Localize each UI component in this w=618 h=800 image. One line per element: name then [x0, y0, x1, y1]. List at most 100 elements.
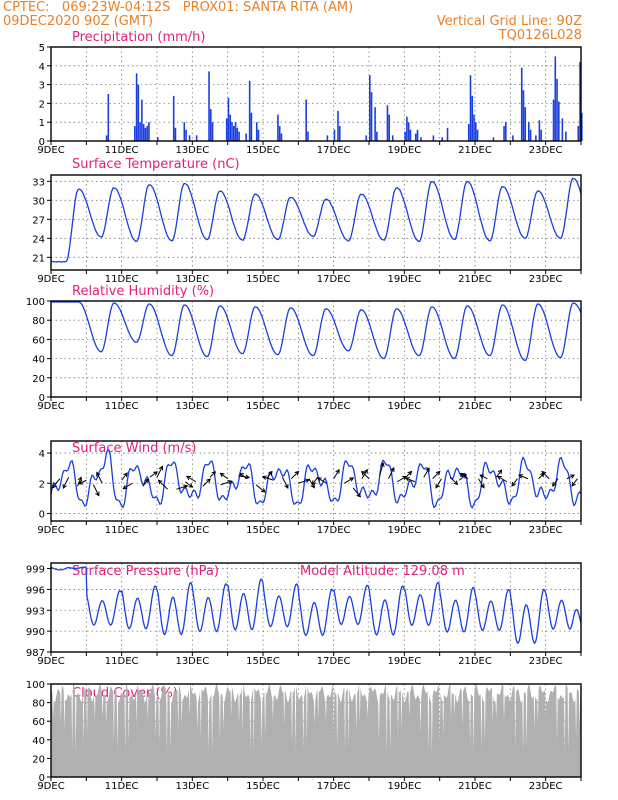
model-altitude-label: Model Altitude: 129.08 m [300, 564, 465, 579]
wind-arrow [176, 484, 189, 490]
precip-bar [337, 110, 339, 141]
y-tick-label: 996 [26, 585, 45, 596]
plot-frame [50, 683, 582, 778]
y-tick-label: 990 [26, 627, 45, 638]
y-tick-label: 80 [32, 699, 45, 710]
precip-bar [441, 137, 444, 141]
x-tick-label: 19DEC [387, 145, 421, 156]
wind-arrow [423, 467, 430, 478]
precip-bar [446, 127, 449, 141]
wind-arrow [518, 474, 529, 480]
x-tick-label: 11DEC [105, 401, 139, 412]
x-tick-label: 11DEC [105, 145, 139, 156]
header-date: 09DEC2020 90Z (GMT) [3, 14, 154, 29]
wind-arrow [511, 478, 518, 487]
wind-arrow [459, 472, 469, 480]
wind-arrow [209, 471, 217, 478]
x-tick-label: 9DEC [37, 401, 64, 412]
wind-arrow [255, 484, 266, 493]
y-tick-label: 0 [39, 137, 45, 148]
x-tick-label: 13DEC [175, 656, 209, 667]
wind-arrow [281, 477, 289, 489]
x-tick-label: 17DEC [317, 656, 351, 667]
precip-bar [579, 62, 581, 141]
precip-bar [524, 107, 527, 141]
x-tick-label: 17DEC [317, 781, 351, 792]
precip-bar [278, 125, 281, 141]
wind-arrow [142, 478, 149, 487]
x-tick-label: 19DEC [387, 656, 421, 667]
wind-arrow [541, 470, 550, 480]
precip-bar [561, 118, 564, 141]
x-tick-label: 15DEC [246, 145, 280, 156]
precip-bar [245, 133, 247, 141]
y-tick-label: 4 [39, 449, 45, 460]
y-tick-label: 33 [32, 177, 45, 188]
y-tick-label: 3 [39, 81, 45, 92]
precip-bar [248, 80, 251, 141]
panel-title: Surface Pressure (hPa) [72, 564, 219, 579]
precip-bar [473, 114, 475, 141]
precip-bar [238, 131, 240, 141]
precip-bar [558, 101, 560, 141]
x-tick-label: 13DEC [175, 274, 209, 285]
y-tick-label: 30 [32, 196, 45, 207]
precip-bar [232, 125, 235, 141]
x-tick-label: 23DEC [529, 145, 563, 156]
precip-bar [554, 56, 557, 141]
cloud-cover-area [51, 684, 581, 777]
precip-bar [225, 118, 228, 141]
precip-bar [469, 75, 472, 141]
precip-bar [556, 78, 558, 141]
precip-bar [210, 109, 212, 141]
wind-arrow [156, 465, 164, 478]
wind-arrow [219, 472, 228, 480]
x-tick-label: 9DEC [37, 525, 64, 536]
precip-bar [211, 122, 214, 141]
precip-bar [105, 135, 108, 141]
plot-frame [50, 46, 582, 142]
wind-arrow [344, 477, 355, 484]
precip-bar [142, 124, 145, 141]
wind-arrow [77, 476, 83, 487]
wind-arrow [352, 487, 361, 498]
panel-title: Precipitation (mm/h) [72, 30, 205, 45]
precip-bar [416, 129, 419, 141]
wind-arrow [184, 481, 194, 488]
y-tick-label: 60 [32, 335, 45, 346]
y-tick-label: 20 [32, 374, 45, 385]
y-tick-label: 100 [26, 680, 45, 691]
precip-bar [565, 131, 567, 141]
x-tick-label: 23DEC [529, 525, 563, 536]
humidity-line [51, 301, 582, 362]
precip-bar [250, 112, 253, 141]
vertical-grid-note: Vertical Grid Line: 90Z [436, 14, 582, 29]
x-tick-label: 15DEC [246, 274, 280, 285]
wind-arrow [316, 477, 327, 484]
precip-bar [174, 127, 177, 141]
precip-bar [376, 131, 378, 141]
wind-arrow [552, 478, 559, 487]
precip-bar [139, 122, 141, 141]
precip-bar [388, 114, 391, 141]
precip-bar [535, 135, 537, 141]
y-tick-label: 1 [39, 118, 45, 129]
wind-arrow [308, 478, 315, 489]
precip-bar [386, 105, 389, 141]
panel-title: Surface Wind (m/s) [72, 441, 196, 456]
x-tick-label: 21DEC [458, 656, 492, 667]
precip-bar [391, 135, 394, 141]
wind-arrow [379, 462, 385, 476]
x-tick-label: 23DEC [529, 656, 563, 667]
header-line1: CPTEC: 069:23W-04:12S PROX01: SANTA RITA… [3, 0, 354, 15]
wind-arrow [496, 475, 508, 483]
wind-arrow [185, 475, 197, 483]
precip-bar [333, 129, 336, 141]
y-tick-label: 40 [32, 355, 45, 366]
wind-arrow [311, 476, 319, 486]
x-tick-label: 15DEC [246, 525, 280, 536]
x-tick-label: 19DEC [387, 525, 421, 536]
precip-bar [195, 135, 198, 141]
wind-arrow [62, 477, 70, 489]
precip-bar [141, 99, 143, 141]
